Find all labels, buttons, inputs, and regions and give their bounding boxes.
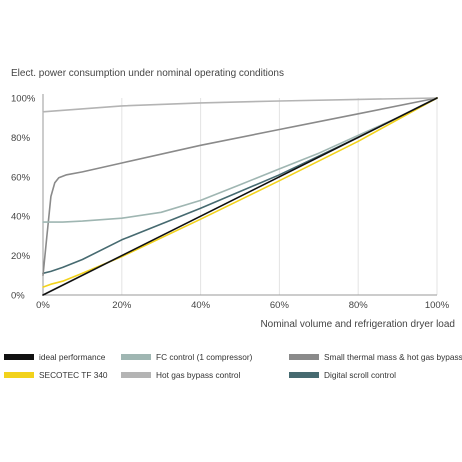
series-line-digital-scroll-control — [42, 97, 438, 275]
y-tick-label: 60% — [11, 172, 31, 183]
y-tick-label: 0% — [11, 291, 25, 302]
grid-lines — [121, 98, 438, 295]
y-tick-label: 40% — [11, 212, 31, 223]
y-tick-label: 80% — [11, 133, 31, 144]
series-line-hot-gas-bypass-control — [42, 97, 438, 113]
series-lines — [42, 97, 438, 296]
x-tick-label: 40% — [191, 300, 211, 311]
series-line-small-thermal-mass-hot-gas-bypass — [42, 97, 438, 277]
x-tick-label: 60% — [270, 300, 290, 311]
tick-labels: 0% 20% 40% 60% 80% 100% 0% 20% 40% 60% 80% 100% — [11, 94, 450, 312]
x-tick-label: 80% — [349, 300, 369, 311]
x-tick-label: 100% — [425, 300, 450, 311]
series-line-ideal-performance — [42, 97, 438, 296]
axes — [42, 94, 437, 296]
series-line-secotec-tf-340 — [42, 97, 438, 288]
x-axis-label: Nominal volume and refrigeration dryer l… — [260, 319, 455, 330]
chart-title: Elect. power consumption under nominal o… — [11, 68, 284, 79]
y-tick-label: 20% — [11, 251, 31, 262]
y-tick-label: 100% — [11, 94, 36, 105]
x-tick-label: 0% — [36, 300, 50, 311]
series-line-fc-control-1-compressor — [42, 97, 438, 223]
x-tick-label: 20% — [112, 300, 132, 311]
